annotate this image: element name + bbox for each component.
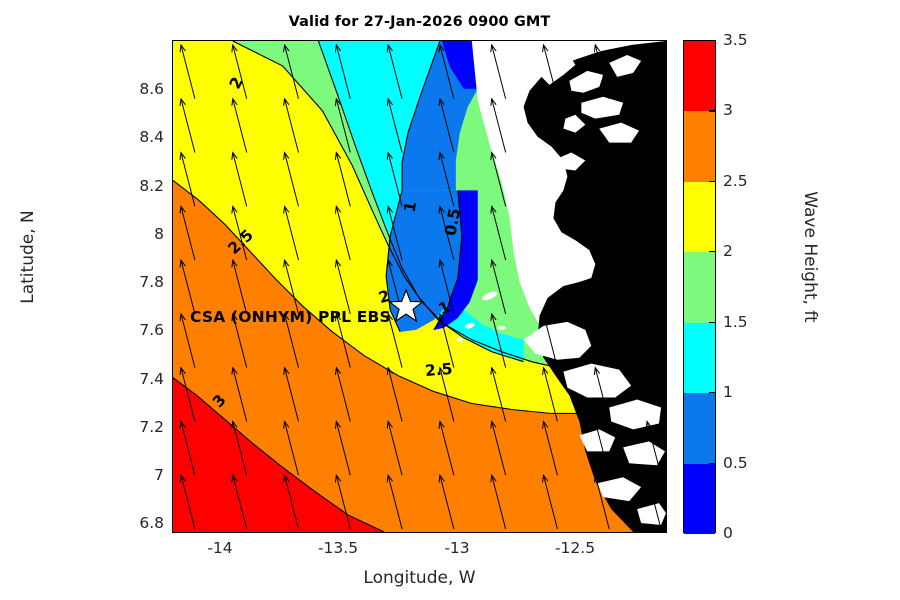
x-axis-label: Longitude, W — [363, 568, 476, 588]
islet-3 — [497, 325, 506, 330]
site-annotation-label: CSA (ONHYM) PPL EBS — [190, 308, 391, 326]
colorbar-band-3-3p5 — [684, 41, 715, 112]
y-tick: 7.4 — [139, 370, 164, 388]
colorbar-tick: 3.5 — [723, 31, 748, 49]
estuary-white-7 — [557, 152, 586, 171]
estuary-white-2 — [569, 70, 604, 93]
y-tick: 8 — [154, 225, 164, 243]
colorbar-tick: 3 — [723, 101, 733, 120]
contour-1 — [385, 41, 441, 333]
map-plot-area[interactable]: 2 2.5 3 2.5 1 0.5 2 1 — [172, 40, 667, 533]
islet-4 — [456, 337, 464, 342]
colorbar-tick: 1 — [723, 383, 733, 402]
estuary-white-4 — [581, 96, 624, 119]
lagoon-white-4 — [579, 429, 616, 452]
colorbar-band-0-0p5 — [684, 463, 715, 534]
wave-direction-arrows — [181, 45, 662, 530]
islet-1 — [482, 291, 498, 301]
x-tick: -13 — [444, 539, 470, 557]
contour-3 — [173, 377, 385, 532]
contour-1p5 — [317, 41, 524, 363]
y-tick: 8.6 — [139, 80, 164, 98]
estuary-white-5 — [563, 114, 586, 133]
colorbar[interactable] — [683, 40, 716, 534]
lagoon-white-6 — [597, 477, 642, 502]
x-tick: -12.5 — [554, 539, 596, 557]
islet-2 — [465, 323, 475, 329]
colorbar-band-2p5-3 — [684, 111, 715, 182]
lagoon-white-2 — [563, 363, 632, 398]
y-tick: 7.2 — [139, 418, 164, 436]
x-tick: -13.5 — [317, 539, 359, 557]
colorbar-label: Wave Height, ft — [800, 191, 820, 323]
colorbar-band-2-2p5 — [684, 181, 715, 253]
band-2p5-3 — [173, 180, 666, 532]
y-tick: 8.2 — [139, 177, 164, 195]
lagoon-white-5 — [623, 441, 666, 466]
band-0-0p5 — [433, 190, 478, 330]
y-tick: 7.8 — [139, 273, 164, 291]
estuary-white-3 — [609, 54, 642, 77]
y-tick: 8.4 — [139, 128, 164, 146]
x-axis-ticks: -14 -13.5 -13 -12.5 — [172, 539, 667, 565]
contour-label-2p5-south: 2.5 — [424, 359, 454, 381]
contour-line-layer — [173, 41, 666, 532]
colorbar-tick: 0 — [723, 524, 733, 542]
estuary-white-1 — [539, 54, 576, 85]
estuary-white-6 — [599, 122, 640, 143]
y-tick: 7 — [154, 466, 164, 484]
contour-2p5 — [173, 179, 666, 415]
colorbar-ticks: 3.5 3 2.5 2 1.5 1 0.5 0 — [683, 31, 803, 542]
x-tick: -14 — [207, 539, 233, 557]
y-axis-ticks: 6.8 7 7.2 7.4 7.6 7.8 8 8.2 8.4 8.6 — [96, 40, 164, 533]
site-star-marker — [387, 288, 425, 323]
colorbar-tick: 1.5 — [723, 312, 748, 331]
band-0-0p5-b — [441, 41, 478, 89]
wave-height-contour-map — [173, 41, 666, 532]
y-axis-label: Latitude, N — [18, 210, 38, 304]
colorbar-tick: 2 — [723, 242, 733, 261]
colorbar-band-1-1p5 — [684, 322, 715, 394]
figure-title: Valid for 27-Jan-2026 0900 GMT — [288, 14, 551, 30]
lagoon-white-1 — [523, 321, 592, 360]
colorbar-tick: 0.5 — [723, 453, 748, 472]
colorbar-tick: 2.5 — [723, 171, 748, 190]
band-3-3p5 — [173, 377, 385, 532]
y-tick: 6.8 — [139, 514, 164, 532]
colorbar-band-1p5-2 — [684, 252, 715, 323]
y-tick: 7.6 — [139, 321, 164, 339]
land-layer — [456, 41, 666, 532]
colorbar-band-0p5-1 — [684, 393, 715, 464]
